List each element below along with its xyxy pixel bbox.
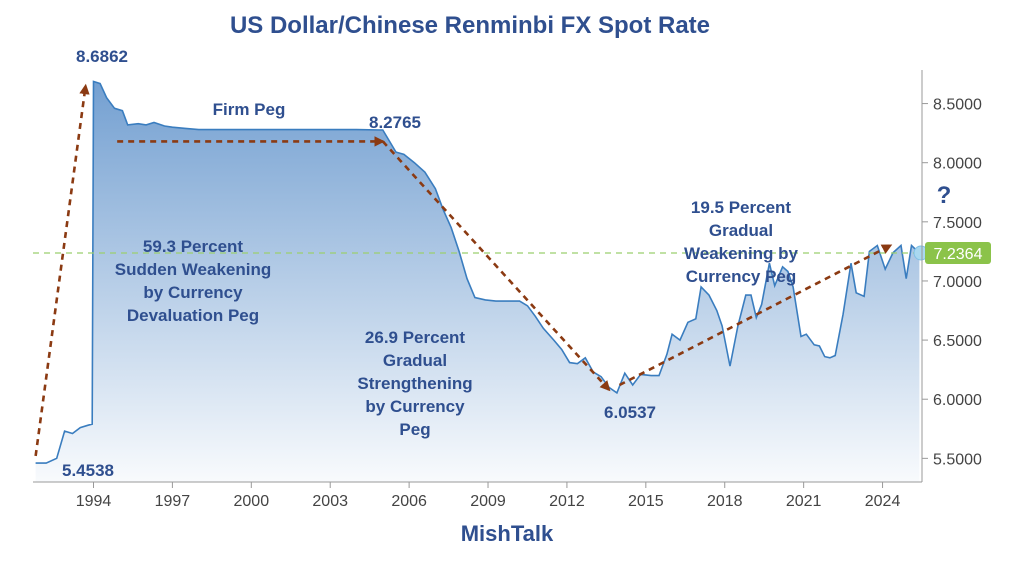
source-credit: MishTalk bbox=[461, 521, 554, 546]
annotation-text: by Currency bbox=[365, 397, 465, 416]
x-tick-label: 1997 bbox=[155, 493, 191, 510]
current-value-label: 7.2364 bbox=[934, 246, 983, 263]
annotation-text: 59.3 Percent bbox=[143, 237, 244, 256]
annotations: 8.6862 8.2765 6.0537 5.4538 Firm Peg 59.3 Per… bbox=[34, 47, 952, 480]
x-tick-label: 2024 bbox=[865, 493, 901, 510]
x-tick-label: 2012 bbox=[549, 493, 585, 510]
annotation-text: 26.9 Percent bbox=[365, 328, 466, 347]
y-tick-label: 8.0000 bbox=[933, 156, 982, 173]
value-label: 8.6862 bbox=[76, 47, 128, 66]
annotation-text: Weakening by bbox=[684, 244, 799, 263]
y-tick-label: 5.5000 bbox=[933, 451, 982, 468]
value-label: 8.2765 bbox=[369, 113, 421, 132]
y-tick-label: 6.5000 bbox=[933, 333, 982, 350]
annotation-text: 19.5 Percent bbox=[691, 198, 792, 217]
axes: 1994 1997 2000 2003 2006 2009 2012 2015 2018 2021… bbox=[33, 70, 982, 510]
trend-arrow bbox=[34, 83, 90, 457]
x-tick-label: 2018 bbox=[707, 493, 743, 510]
x-tick-label: 1994 bbox=[76, 493, 112, 510]
x-tick-label: 2009 bbox=[470, 493, 506, 510]
annotation-text: Gradual bbox=[709, 221, 773, 240]
current-value-box bbox=[925, 241, 991, 264]
y-tick-label: 7.5000 bbox=[933, 215, 982, 232]
series-area bbox=[35, 81, 920, 482]
x-tick-label: 2006 bbox=[391, 493, 427, 510]
value-label: 5.4538 bbox=[62, 461, 114, 480]
x-tick-label: 2003 bbox=[312, 493, 348, 510]
y-tick-label: 8.5000 bbox=[933, 97, 982, 114]
trend-arrow bbox=[381, 140, 611, 392]
x-tick-label: 2000 bbox=[234, 493, 270, 510]
x-tick-label: 2021 bbox=[786, 493, 822, 510]
value-label: 6.0537 bbox=[604, 403, 656, 422]
annotation-text: Firm Peg bbox=[213, 100, 286, 119]
annotation-text: Sudden Weakening bbox=[115, 260, 272, 279]
x-tick-label: 2015 bbox=[628, 493, 664, 510]
annotation-text: ? bbox=[937, 182, 952, 209]
chart-title: US Dollar/Chinese Renminbi FX Spot Rate bbox=[230, 12, 710, 39]
annotation-text: by Currency bbox=[143, 283, 243, 302]
trend-arrow bbox=[618, 244, 893, 387]
annotation-text: Currency Peg bbox=[686, 267, 797, 286]
y-tick-label: 7.0000 bbox=[933, 274, 982, 291]
annotation-text: Peg bbox=[399, 420, 430, 439]
annotation-text: Gradual bbox=[383, 351, 447, 370]
annotation-text: Strengthening bbox=[357, 374, 472, 393]
y-tick-label: 6.0000 bbox=[933, 392, 982, 409]
series-line bbox=[35, 80, 920, 464]
annotation-text: Devaluation Peg bbox=[127, 306, 259, 325]
plot-area: 7.2364 bbox=[33, 80, 991, 482]
